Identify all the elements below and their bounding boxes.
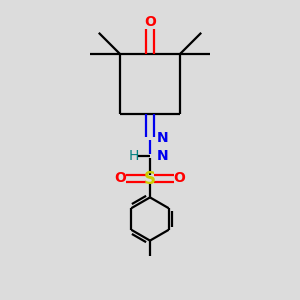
- Text: H: H: [128, 149, 139, 163]
- Text: O: O: [144, 15, 156, 29]
- Text: S: S: [144, 169, 156, 188]
- Text: N: N: [157, 149, 168, 163]
- Text: O: O: [173, 172, 185, 185]
- Text: N: N: [157, 131, 168, 145]
- Text: O: O: [115, 172, 127, 185]
